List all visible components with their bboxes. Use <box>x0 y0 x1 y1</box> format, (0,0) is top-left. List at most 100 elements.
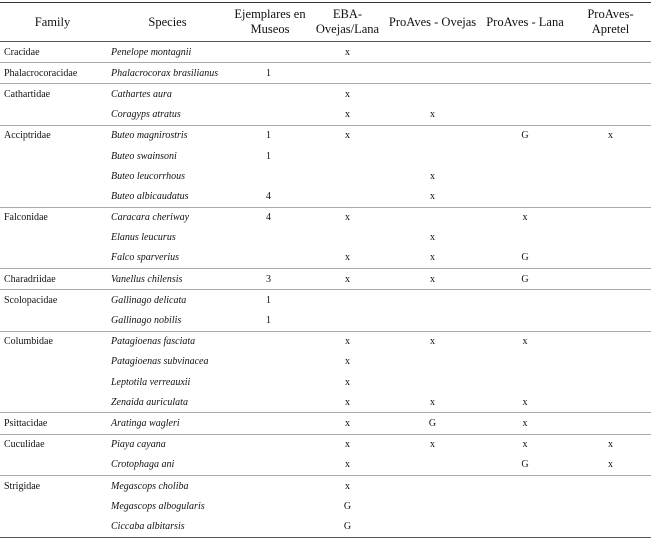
record-cell: x <box>310 83 385 105</box>
record-cell: G <box>343 500 352 512</box>
record-cell: G <box>385 412 480 435</box>
species-name: Buteo albicaudatus <box>111 190 189 202</box>
species-row: Falconidae Caracara cheriway 4 x x <box>0 206 651 228</box>
record-cell <box>570 146 651 166</box>
species-row: Columbidae Patagioenas fasciata x x x <box>0 330 651 352</box>
species-row: Ciccaba albitarsis G <box>0 516 651 538</box>
record-cell <box>385 455 480 476</box>
record-cell <box>230 412 310 435</box>
record-cell <box>385 289 480 311</box>
species-name: Megascops choliba <box>105 474 230 497</box>
record-cell <box>310 186 385 207</box>
record-cell <box>230 105 310 126</box>
record-cell <box>385 474 480 497</box>
empty-cell <box>0 228 105 248</box>
species-name: Megascops albogularis <box>111 500 205 512</box>
species-name: Buteo swainsoni <box>111 150 177 162</box>
species-row: Scolopacidae Gallinago delicata 1 <box>0 289 651 311</box>
record-cell <box>310 228 385 248</box>
record-cell <box>310 62 385 84</box>
record-cell <box>570 516 651 538</box>
record-cell <box>230 516 310 538</box>
record-cell <box>230 372 310 392</box>
record-cell: G <box>480 268 570 290</box>
record-cell: x <box>430 252 435 264</box>
record-cell <box>570 105 651 126</box>
record-cell <box>480 146 570 166</box>
record-cell <box>230 352 310 372</box>
record-cell: x <box>430 396 435 408</box>
record-cell: x <box>430 109 435 121</box>
record-cell <box>230 248 310 269</box>
record-cell <box>385 496 480 516</box>
empty-cell <box>0 392 105 413</box>
table-body: Cracidae Penelope montagnii x Phalacrocorac… <box>0 42 651 538</box>
record-cell: x <box>480 433 570 455</box>
family-name: Scolopacidae <box>0 289 105 311</box>
record-cell <box>310 310 385 331</box>
record-cell <box>570 186 651 207</box>
family-name: Cathartidae <box>0 83 105 105</box>
record-cell <box>570 289 651 311</box>
record-cell: G <box>480 124 570 146</box>
record-cell <box>570 166 651 186</box>
record-cell <box>570 412 651 435</box>
empty-cell <box>0 372 105 392</box>
record-cell <box>230 166 310 186</box>
record-cell: x <box>310 124 385 146</box>
record-cell: x <box>522 396 528 408</box>
species-row: Strigidae Megascops choliba x <box>0 474 651 497</box>
record-cell: 1 <box>266 315 271 327</box>
record-cell <box>570 392 651 413</box>
record-cell: x <box>310 474 385 497</box>
empty-cell <box>0 166 105 186</box>
record-cell <box>480 186 570 207</box>
species-row: Falco sparverius x x G <box>0 248 651 269</box>
record-cell <box>480 474 570 497</box>
record-cell: G <box>310 516 385 538</box>
family-name: Phalacrocoracidae <box>0 62 105 84</box>
empty-cell <box>0 248 105 269</box>
record-cell <box>385 146 480 166</box>
species-row: Charadriidae Vanellus chilensis 3 x x G <box>0 268 651 290</box>
record-cell: x <box>430 190 435 202</box>
record-cell <box>480 310 570 331</box>
column-header: Ejemplares en Museos <box>230 2 310 42</box>
species-name: Caracara cheriway <box>105 206 230 228</box>
record-cell: x <box>345 376 350 388</box>
record-cell <box>385 352 480 372</box>
empty-cell <box>0 105 105 126</box>
record-cell: x <box>385 433 480 455</box>
record-cell <box>570 372 651 392</box>
record-cell <box>385 42 480 63</box>
record-cell: x <box>345 459 350 471</box>
record-cell: x <box>310 330 385 352</box>
record-cell <box>310 289 385 311</box>
species-name: Gallinago delicata <box>105 289 230 311</box>
record-cell: x <box>345 46 350 58</box>
record-cell <box>230 42 310 63</box>
record-cell <box>570 310 651 331</box>
column-header: ProAves - Ovejas <box>385 2 480 42</box>
record-cell <box>310 166 385 186</box>
record-cell: x <box>480 206 570 228</box>
record-cell: x <box>310 268 385 290</box>
record-cell <box>480 228 570 248</box>
record-cell <box>570 248 651 269</box>
species-name: Coragyps atratus <box>111 109 181 121</box>
species-row: Buteo albicaudatus 4 x <box>0 186 651 207</box>
species-name: Elanus leucurus <box>111 232 176 244</box>
record-cell: G <box>521 459 529 471</box>
record-cell: x <box>385 330 480 352</box>
empty-cell <box>0 186 105 207</box>
column-header: Species <box>105 2 230 42</box>
species-row: Cuculidae Piaya cayana x x x x <box>0 433 651 455</box>
empty-cell <box>0 516 105 538</box>
species-row: Cracidae Penelope montagnii x <box>0 42 651 63</box>
record-cell <box>570 352 651 372</box>
record-cell <box>230 496 310 516</box>
record-cell <box>230 392 310 413</box>
